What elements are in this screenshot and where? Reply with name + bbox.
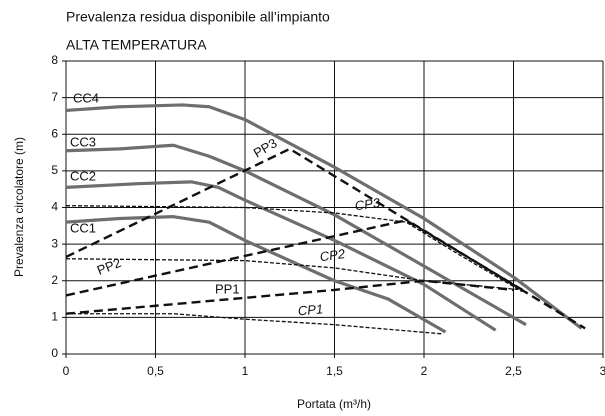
series-line [65, 143, 527, 327]
chart-title: Prevalenza residua disponibile all’impia… [66, 9, 330, 25]
x-tick-label: 2 [421, 364, 428, 378]
series-label: CC2 [70, 168, 96, 183]
series-label: CP3 [354, 195, 382, 213]
series-line [65, 147, 586, 330]
series-line [65, 205, 523, 293]
series-label: CP1 [297, 301, 324, 318]
y-axis-label: Prevalenza circolatore (m) [12, 137, 26, 277]
series-label: CC4 [73, 90, 99, 105]
x-tick-label: 1,5 [326, 364, 343, 378]
y-tick-label: 3 [51, 236, 58, 250]
series-line [65, 215, 447, 334]
series-label: PP1 [215, 281, 240, 296]
series-line [65, 258, 523, 291]
y-tick-label: 5 [51, 163, 58, 177]
y-tick-label: 6 [51, 126, 58, 140]
series-line [65, 180, 497, 332]
series-label: CC1 [70, 220, 96, 235]
series-label: PP2 [95, 255, 123, 278]
series-line [66, 313, 442, 335]
series-line [65, 279, 514, 315]
y-tick-label: 1 [51, 310, 58, 324]
x-tick-label: 3 [600, 364, 605, 378]
x-tick-label: 2,5 [505, 364, 522, 378]
chart-subtitle: ALTA TEMPERATURA [66, 37, 207, 53]
x-tick-label: 1 [242, 364, 249, 378]
y-tick-label: 4 [51, 200, 58, 214]
y-tick-label: 8 [51, 53, 58, 67]
series-label: CC3 [70, 134, 96, 149]
series-line [65, 219, 524, 297]
x-axis-label: Portata (m³/h) [297, 397, 371, 411]
x-tick-label: 0 [63, 364, 70, 378]
series-label: CP2 [319, 246, 347, 264]
x-tick-label: 0,5 [147, 364, 164, 378]
y-tick-label: 0 [51, 346, 58, 360]
y-tick-label: 2 [51, 273, 58, 287]
y-tick-label: 7 [51, 90, 58, 104]
series-line [65, 103, 583, 330]
